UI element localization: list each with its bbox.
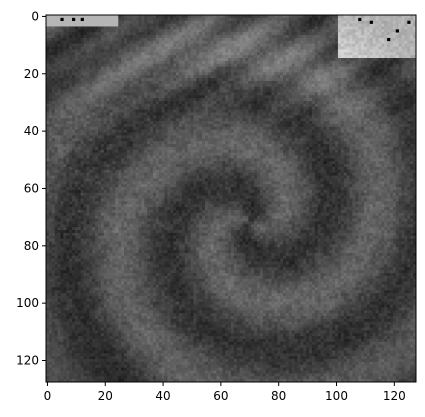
x-tick-label: 0 xyxy=(44,389,52,403)
x-tick-label: 40 xyxy=(155,389,170,403)
y-tick-label: 120 xyxy=(16,353,39,367)
y-tick-label: 20 xyxy=(24,67,39,81)
y-axis: 0 20 40 60 80 100 120 xyxy=(16,9,46,367)
y-tick-label: 80 xyxy=(24,239,39,253)
y-tick-label: 40 xyxy=(24,124,39,138)
x-tick-label: 80 xyxy=(271,389,286,403)
x-tick-label: 120 xyxy=(383,389,406,403)
y-tick-label: 100 xyxy=(16,296,39,310)
image-area xyxy=(46,15,416,382)
y-tick-label: 60 xyxy=(24,181,39,195)
x-tick-label: 100 xyxy=(325,389,348,403)
x-axis: 0 20 40 60 80 100 120 xyxy=(44,382,406,403)
plot-frame xyxy=(45,14,417,383)
x-tick-label: 20 xyxy=(98,389,113,403)
y-tick-label: 0 xyxy=(31,9,39,23)
x-tick-label: 60 xyxy=(213,389,228,403)
